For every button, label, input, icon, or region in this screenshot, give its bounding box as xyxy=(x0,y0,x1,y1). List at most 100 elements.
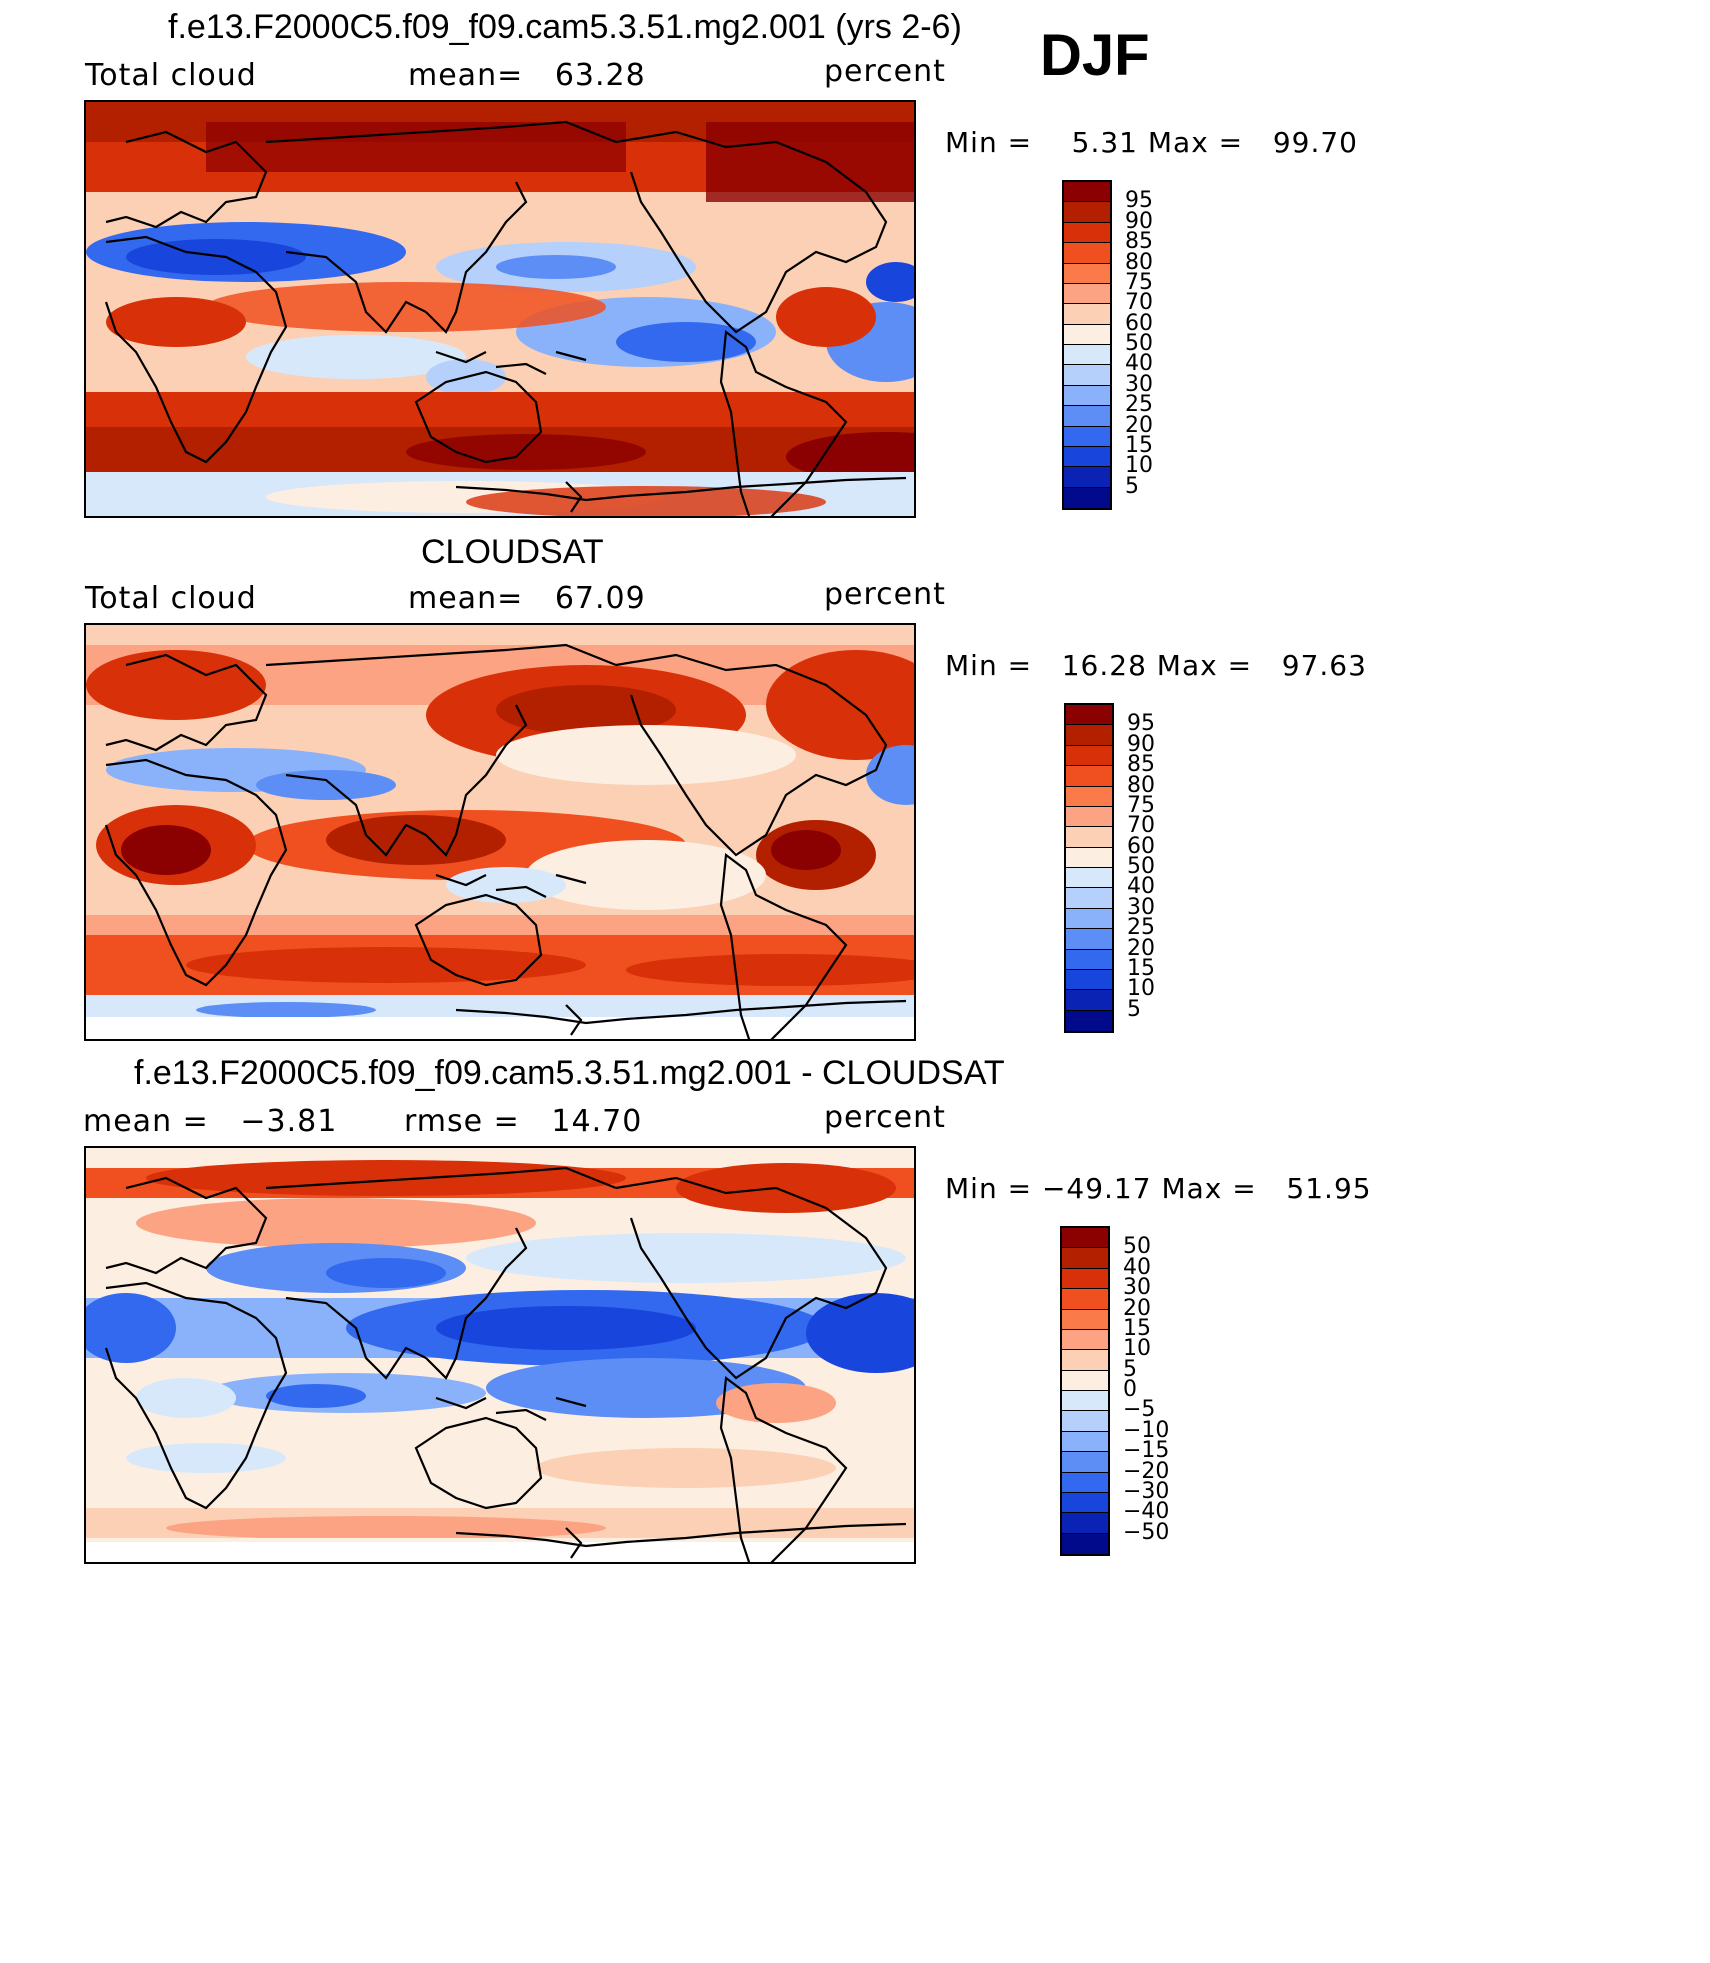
colorbar-label: 25 xyxy=(1127,915,1155,941)
colorbar-label: 30 xyxy=(1123,1275,1151,1301)
colorbar-swatch xyxy=(1062,1472,1108,1493)
colorbar-label: 20 xyxy=(1123,1295,1151,1321)
colorbar-swatch xyxy=(1064,487,1110,508)
panel1-title: f.e13.F2000C5.f09_f09.cam5.3.51.mg2.001 … xyxy=(168,8,962,46)
colorbar-label: 40 xyxy=(1127,874,1155,900)
colorbar-swatch xyxy=(1064,304,1110,325)
colorbar-label: 10 xyxy=(1123,1336,1151,1362)
colorbar-swatch xyxy=(1062,1370,1108,1391)
colorbar-label: 85 xyxy=(1125,229,1153,255)
colorbar-swatch xyxy=(1064,406,1110,427)
colorbar-swatch xyxy=(1064,446,1110,468)
colorbar-label: 60 xyxy=(1127,833,1155,859)
colorbar-swatch xyxy=(1062,1533,1108,1554)
colorbar-label: 90 xyxy=(1125,208,1153,234)
panel2-colorbar xyxy=(1064,703,1114,1033)
panel2-colorbar-labels: 95 90 85 80 75 70 60 50 40 30 25 20 15 10 5 xyxy=(1127,703,1187,1033)
colorbar-label: 50 xyxy=(1127,854,1155,879)
colorbar-label: 75 xyxy=(1127,792,1155,818)
colorbar-label: −5 xyxy=(1123,1397,1156,1423)
colorbar-swatch xyxy=(1066,1010,1112,1031)
colorbar-swatch xyxy=(1062,1452,1108,1473)
colorbar-swatch xyxy=(1062,1329,1108,1351)
colorbar-swatch xyxy=(1062,1268,1108,1290)
panel3-rmse: rmse = 14.70 xyxy=(404,1104,643,1139)
colorbar-swatch xyxy=(1066,766,1112,787)
colorbar-label: 80 xyxy=(1125,249,1153,275)
panel3-colorbar xyxy=(1060,1226,1110,1556)
colorbar-label: −50 xyxy=(1123,1519,1170,1545)
panel1-colorbar-labels: 95 90 85 80 75 70 60 50 40 30 25 20 15 10 5 xyxy=(1125,180,1185,510)
colorbar-label: 95 xyxy=(1127,711,1155,737)
colorbar-swatch xyxy=(1062,1513,1108,1534)
colorbar-label: 40 xyxy=(1125,351,1153,377)
colorbar-swatch xyxy=(1066,990,1112,1011)
colorbar-label: 70 xyxy=(1127,813,1155,839)
panel3-title: f.e13.F2000C5.f09_f09.cam5.3.51.mg2.001 … xyxy=(134,1054,1005,1092)
colorbar-swatch xyxy=(1064,222,1110,244)
colorbar-label: 20 xyxy=(1127,935,1155,961)
colorbar-label: 30 xyxy=(1127,894,1155,920)
colorbar-label: −30 xyxy=(1123,1478,1170,1504)
colorbar-label: 0 xyxy=(1123,1377,1137,1402)
colorbar-swatch xyxy=(1062,1391,1108,1412)
colorbar-swatch xyxy=(1064,243,1110,264)
colorbar-label: 40 xyxy=(1123,1254,1151,1280)
colorbar-swatch xyxy=(1064,467,1110,488)
season-label: DJF xyxy=(1040,23,1150,88)
panel1-mean: mean= 63.28 xyxy=(408,58,646,93)
colorbar-swatch xyxy=(1064,365,1110,386)
colorbar-swatch xyxy=(1066,705,1112,726)
colorbar-label: 80 xyxy=(1127,772,1155,798)
colorbar-label: 30 xyxy=(1125,371,1153,397)
panel1-colorbar xyxy=(1062,180,1112,510)
panel2-title: CLOUDSAT xyxy=(421,533,604,571)
colorbar-swatch xyxy=(1064,263,1110,284)
colorbar-label: 90 xyxy=(1127,731,1155,757)
colorbar-label: 15 xyxy=(1127,955,1155,981)
colorbar-swatch xyxy=(1066,847,1112,868)
colorbar-swatch xyxy=(1062,1289,1108,1310)
colorbar-label: 50 xyxy=(1123,1234,1151,1260)
panel2-units: percent xyxy=(824,577,946,612)
colorbar-swatch xyxy=(1066,969,1112,991)
colorbar-label: 5 xyxy=(1125,473,1139,499)
colorbar-label: 15 xyxy=(1123,1315,1151,1341)
colorbar-swatch xyxy=(1062,1350,1108,1371)
colorbar-label: 75 xyxy=(1125,269,1153,295)
colorbar-swatch xyxy=(1064,283,1110,305)
panel1-map xyxy=(84,100,916,518)
colorbar-swatch xyxy=(1062,1492,1108,1514)
colorbar-label: 50 xyxy=(1125,331,1153,356)
colorbar-label: 20 xyxy=(1125,412,1153,438)
colorbar-swatch xyxy=(1066,786,1112,807)
colorbar-swatch xyxy=(1064,345,1110,366)
panel1-minmax: Min = 5.31 Max = 99.70 xyxy=(945,126,1358,159)
panel3-colorbar-labels: 50 40 30 20 15 10 5 0 −5 −10 −15 −20 −30 −40 −50 xyxy=(1123,1226,1193,1556)
colorbar-label: 25 xyxy=(1125,392,1153,418)
colorbar-swatch xyxy=(1066,908,1112,930)
panel2-map xyxy=(84,623,916,1041)
colorbar-swatch xyxy=(1066,745,1112,767)
colorbar-swatch xyxy=(1064,426,1110,447)
panel1-units: percent xyxy=(824,54,946,89)
colorbar-swatch xyxy=(1062,1248,1108,1269)
colorbar-swatch xyxy=(1066,725,1112,746)
colorbar-label: 5 xyxy=(1127,996,1141,1022)
colorbar-swatch xyxy=(1064,182,1110,203)
colorbar-swatch xyxy=(1066,888,1112,909)
panel3-mean: mean = −3.81 xyxy=(83,1104,338,1139)
colorbar-swatch xyxy=(1064,324,1110,345)
panel3-units: percent xyxy=(824,1100,946,1135)
colorbar-swatch xyxy=(1066,827,1112,848)
colorbar-swatch xyxy=(1066,949,1112,970)
colorbar-swatch xyxy=(1062,1431,1108,1453)
colorbar-swatch xyxy=(1064,385,1110,407)
colorbar-swatch xyxy=(1066,929,1112,950)
colorbar-label: −10 xyxy=(1123,1417,1170,1443)
colorbar-label: 95 xyxy=(1125,188,1153,214)
colorbar-swatch xyxy=(1062,1411,1108,1432)
panel3-minmax: Min = −49.17 Max = 51.95 xyxy=(945,1172,1372,1205)
colorbar-swatch xyxy=(1066,806,1112,828)
panel2-mean: mean= 67.09 xyxy=(408,581,646,616)
